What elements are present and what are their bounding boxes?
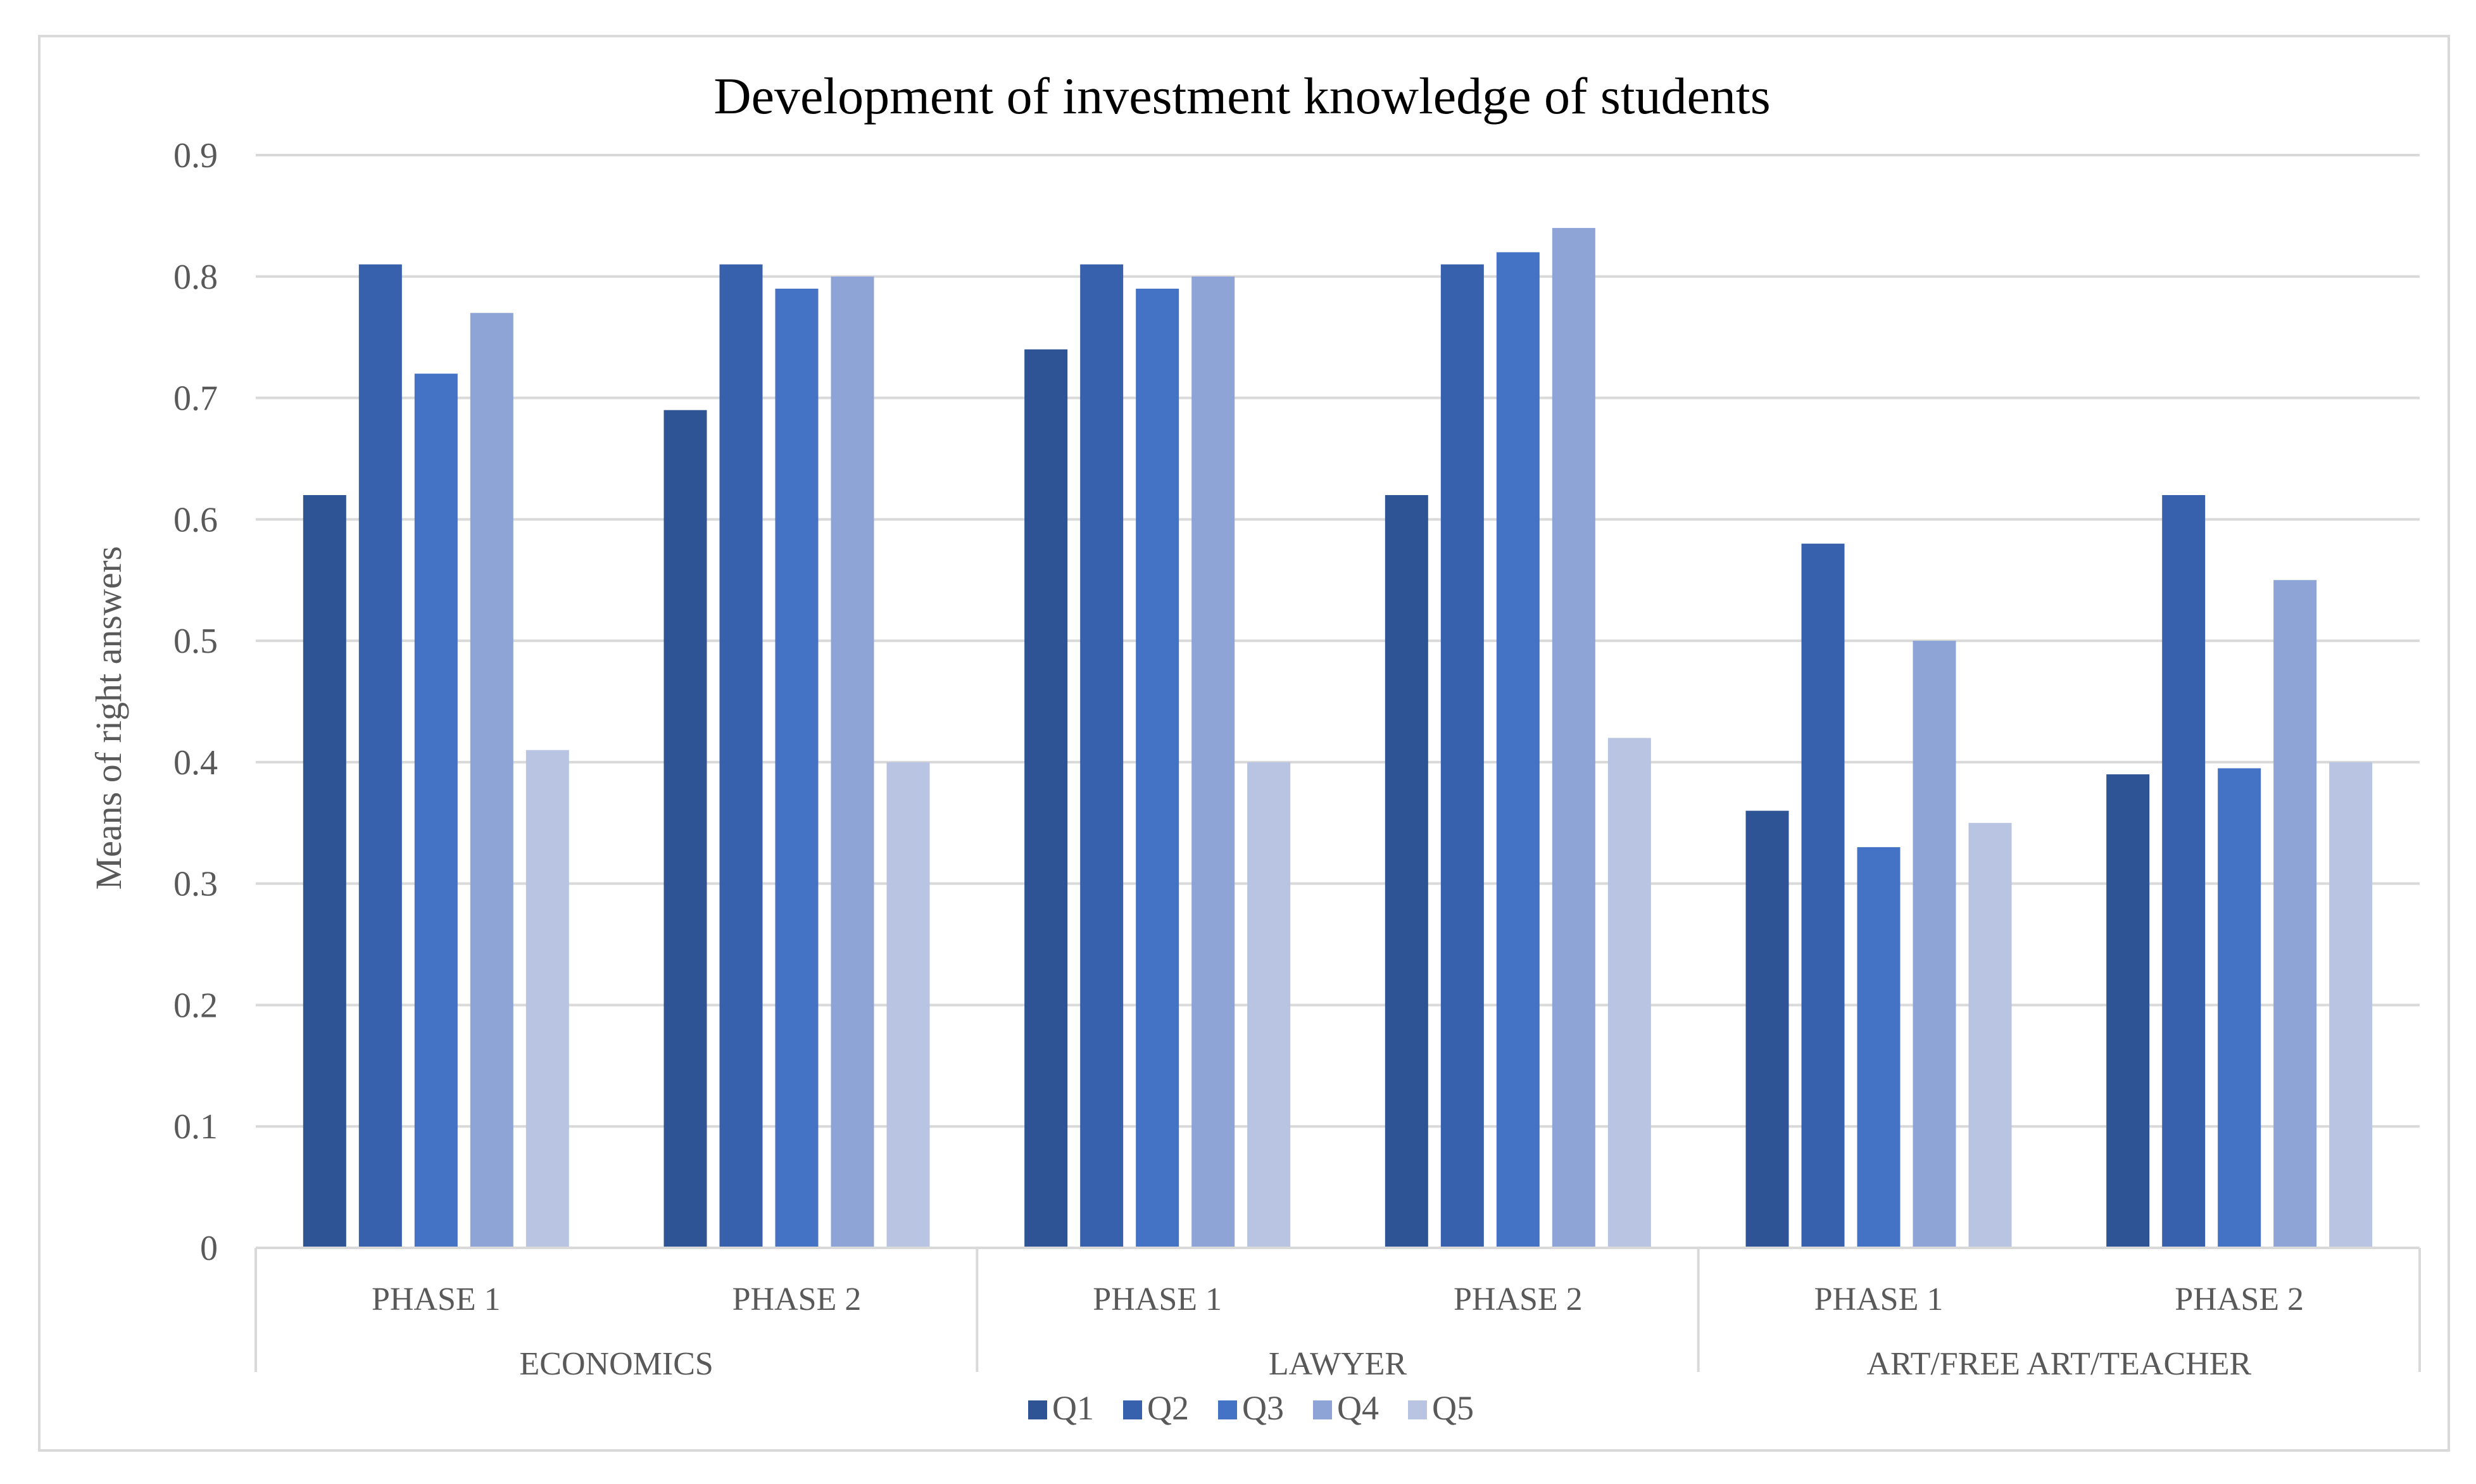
bar-chart: Development of investment knowledge of s…	[88, 67, 2421, 1427]
chart-frame: Development of investment knowledge of s…	[38, 35, 2450, 1452]
y-tick-label: 0	[200, 1229, 218, 1268]
bar-q3-3	[1496, 252, 1540, 1248]
y-tick-label: 0.9	[173, 136, 218, 175]
category-label: PHASE 1	[1814, 1281, 1944, 1317]
legend-label-q4: Q4	[1337, 1389, 1379, 1427]
category-labels: PHASE 1 PHASE 2 PHASE 1 PHASE 2 PHASE 1 PHASE…	[372, 1281, 2304, 1382]
legend-label-q3: Q3	[1242, 1389, 1284, 1427]
group-label: LAWYER	[1269, 1346, 1407, 1382]
legend-swatch-q4	[1313, 1400, 1332, 1419]
legend-swatch-q1	[1028, 1400, 1047, 1419]
category-label: PHASE 2	[732, 1281, 862, 1317]
y-tick-labels: 0 0.1 0.2 0.3 0.4 0.5 0.6 0.7 0.8 0.9	[173, 136, 218, 1268]
bar-q4-4	[1913, 641, 1956, 1248]
group-label: ART/FREE ART/TEACHER	[1866, 1346, 2251, 1382]
bar-q2-4	[1801, 543, 1845, 1248]
bar-q2-0	[358, 264, 402, 1248]
bar-q1-5	[2106, 774, 2150, 1248]
bar-q1-4	[1745, 810, 1789, 1248]
y-tick-label: 0.1	[173, 1107, 218, 1147]
bar-q5-1	[886, 762, 930, 1248]
group-label: ECONOMICS	[520, 1346, 713, 1382]
bar-q2-2	[1080, 264, 1124, 1248]
bar-q5-0	[525, 750, 569, 1248]
y-tick-label: 0.6	[173, 500, 218, 539]
bar-q5-5	[2329, 762, 2373, 1248]
y-tick-label: 0.5	[173, 622, 218, 661]
grid-lines	[256, 154, 2420, 1128]
bar-q5-2	[1247, 762, 1291, 1248]
category-label: PHASE 1	[372, 1281, 501, 1317]
y-tick-label: 0.8	[173, 258, 218, 297]
y-tick-label: 0.3	[173, 865, 218, 904]
y-axis-label: Means of right answers	[88, 546, 129, 890]
bar-q3-2	[1136, 288, 1179, 1248]
bar-q1-3	[1385, 494, 1428, 1248]
bar-q4-2	[1191, 276, 1235, 1248]
bar-q4-1	[831, 276, 874, 1248]
chart-title: Development of investment knowledge of s…	[713, 67, 1770, 125]
bar-q2-3	[1440, 264, 1484, 1248]
y-tick-label: 0.2	[173, 986, 218, 1025]
y-tick-label: 0.4	[173, 743, 218, 783]
bar-q3-1	[775, 288, 819, 1248]
bar-q5-3	[1607, 738, 1651, 1248]
legend-label-q1: Q1	[1052, 1389, 1094, 1427]
bar-q2-1	[719, 264, 763, 1248]
bar-q2-5	[2162, 494, 2206, 1248]
bar-q1-0	[303, 494, 346, 1248]
bar-q3-4	[1857, 847, 1901, 1248]
bar-q4-0	[470, 313, 513, 1248]
category-label: PHASE 2	[1454, 1281, 1583, 1317]
category-label: PHASE 2	[2175, 1281, 2304, 1317]
legend-label-q5: Q5	[1432, 1389, 1474, 1427]
bar-q1-2	[1024, 349, 1068, 1248]
category-label: PHASE 1	[1093, 1281, 1222, 1317]
bar-q3-0	[414, 374, 458, 1248]
bar-q4-5	[2273, 580, 2317, 1248]
y-tick-label: 0.7	[173, 379, 218, 418]
bar-q4-3	[1552, 228, 1595, 1248]
bars	[303, 228, 2373, 1248]
bar-q3-5	[2218, 768, 2261, 1248]
axes	[255, 1247, 2421, 1372]
legend-swatch-q2	[1123, 1400, 1142, 1419]
legend-swatch-q5	[1408, 1400, 1427, 1419]
bar-q1-1	[663, 410, 707, 1248]
legend-label-q2: Q2	[1147, 1389, 1189, 1427]
legend: Q1 Q2 Q3 Q4 Q5	[1028, 1389, 1474, 1427]
bar-q5-4	[1968, 822, 2012, 1248]
legend-swatch-q3	[1218, 1400, 1237, 1419]
